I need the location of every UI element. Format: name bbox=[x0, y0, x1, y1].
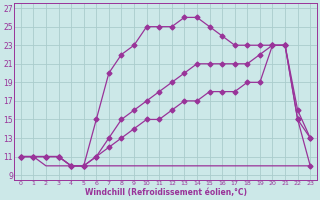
X-axis label: Windchill (Refroidissement éolien,°C): Windchill (Refroidissement éolien,°C) bbox=[84, 188, 246, 197]
